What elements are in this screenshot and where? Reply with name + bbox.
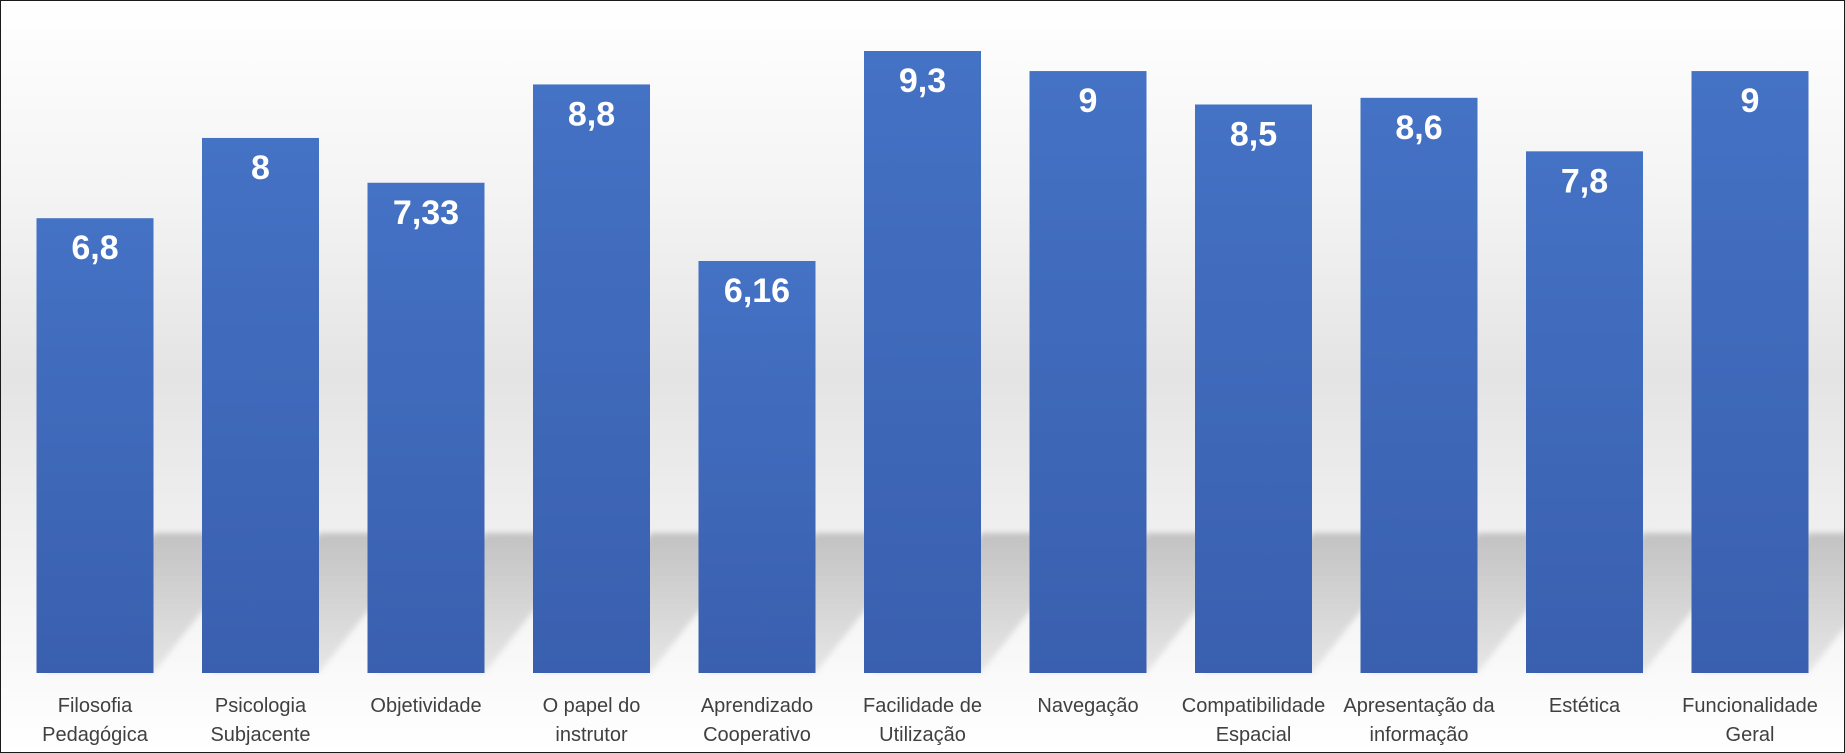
- data-label: 8,5: [1230, 116, 1277, 154]
- category-label: Navegação: [1037, 695, 1138, 717]
- bar: [698, 261, 816, 673]
- data-label: 7,33: [393, 194, 459, 232]
- bar: [367, 182, 485, 673]
- category-label: Cooperativo: [703, 724, 811, 746]
- bar: [1360, 97, 1478, 674]
- category-label: Compatibilidade: [1182, 695, 1325, 717]
- category-label: Subjacente: [210, 724, 310, 746]
- data-label: 8,8: [568, 95, 615, 133]
- data-label: 9,3: [899, 62, 946, 100]
- category-label: Apresentação da: [1343, 695, 1495, 717]
- bar: [1526, 151, 1643, 674]
- category-label: Objetividade: [370, 695, 481, 717]
- category-label: instrutor: [555, 724, 628, 746]
- data-label: 6,16: [724, 272, 790, 310]
- category-label: Facilidade de: [863, 695, 982, 717]
- bar: [533, 84, 650, 673]
- data-label: 9: [1741, 82, 1760, 120]
- category-label: Espacial: [1216, 724, 1292, 746]
- bar: [1029, 71, 1147, 673]
- data-label: 6,8: [71, 229, 118, 267]
- bar: [1195, 104, 1312, 674]
- data-label: 8: [251, 149, 270, 187]
- bar: [36, 218, 154, 674]
- bar: [202, 137, 319, 674]
- data-label: 9: [1079, 82, 1098, 120]
- data-labels: 6,8 8 7,33 8,8 6,16 9,3 9 8,5 8,6 7,8 9: [71, 62, 1759, 310]
- bar: [1691, 71, 1809, 673]
- bar: [864, 51, 981, 673]
- category-label: O papel do: [543, 695, 641, 717]
- category-labels: Filosofia Pedagógica Psicologia Subjacente O…: [42, 695, 1818, 746]
- category-label: informação: [1370, 724, 1469, 746]
- category-label: Funcionalidade: [1682, 695, 1818, 717]
- data-label: 8,6: [1395, 109, 1442, 147]
- category-label: Aprendizado: [701, 695, 813, 717]
- category-label: Filosofia: [58, 695, 133, 717]
- category-label: Utilização: [879, 724, 966, 746]
- category-label: Geral: [1726, 724, 1775, 746]
- data-label: 7,8: [1561, 162, 1608, 200]
- category-label: Pedagógica: [42, 724, 149, 746]
- category-label: Estética: [1549, 695, 1621, 717]
- category-label: Psicologia: [215, 695, 307, 717]
- bars: [36, 51, 1809, 674]
